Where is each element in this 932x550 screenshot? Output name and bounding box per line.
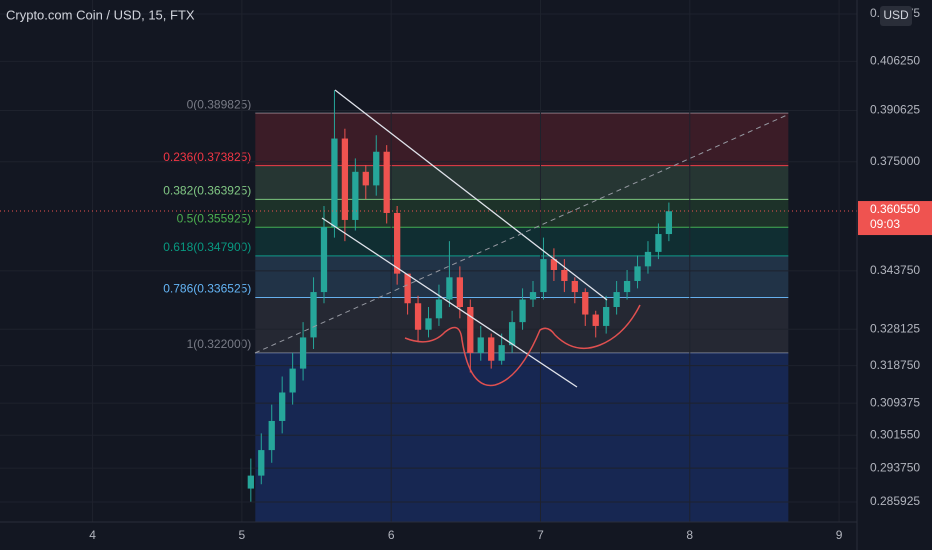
candle-body xyxy=(352,171,359,220)
fib-layer: 0(0.389825) 0.236(0.373825) 0.382(0.363925… xyxy=(163,97,789,522)
candle-layer xyxy=(0,90,857,502)
candle-body xyxy=(488,337,495,361)
candle-body xyxy=(561,269,568,281)
candle-body xyxy=(613,292,620,308)
x-tick-label: 5 xyxy=(239,528,246,542)
currency-badge[interactable] xyxy=(880,6,912,26)
candle-body xyxy=(603,307,610,326)
candle-body xyxy=(665,211,673,235)
candle-body xyxy=(582,292,589,315)
candle-body xyxy=(331,138,338,227)
candle-body xyxy=(394,212,401,274)
candle-body xyxy=(446,277,453,300)
fib-label: 1(0.322000) xyxy=(187,337,252,351)
y-tick-label: 0.301550 xyxy=(870,427,920,441)
drawings xyxy=(254,89,788,388)
x-tick-label: 6 xyxy=(388,528,395,542)
y-tick-label: 0.375000 xyxy=(870,154,920,168)
candle-body xyxy=(362,171,369,186)
candle-body xyxy=(644,251,652,267)
candle-body xyxy=(299,337,307,369)
candle-body xyxy=(467,307,474,353)
trend-line xyxy=(321,217,578,388)
fib-label: 0.618(0.347900) xyxy=(163,240,251,254)
x-tick-label: 7 xyxy=(537,528,544,542)
fib-label: 0.5(0.355925) xyxy=(177,211,252,225)
last-price-label: 0.360550 xyxy=(870,202,920,216)
candle-body xyxy=(477,337,484,353)
candle-body xyxy=(435,299,443,319)
candle-body xyxy=(258,450,265,476)
candle-body xyxy=(571,280,578,293)
candle-body xyxy=(498,345,505,361)
pattern-curve xyxy=(404,304,641,387)
countdown-label: 09:03 xyxy=(870,217,900,231)
y-tick-label: 0.328125 xyxy=(870,321,920,335)
candle-body xyxy=(425,318,432,330)
trend-line xyxy=(334,89,608,301)
y-tick-label: 0.390625 xyxy=(870,103,920,117)
candle-body xyxy=(592,314,599,326)
candle-body xyxy=(623,280,631,293)
candle-body xyxy=(508,322,516,346)
fib-label: 0.382(0.363925) xyxy=(163,184,251,198)
y-tick-label: 0.343750 xyxy=(870,263,920,277)
candle-body xyxy=(268,420,275,451)
candle-body xyxy=(456,277,463,308)
y-tick-label: 0.309375 xyxy=(870,395,920,409)
candle-body xyxy=(540,259,547,293)
candle-body xyxy=(414,303,422,330)
last-price-badge xyxy=(858,201,932,236)
candle-body xyxy=(320,226,328,293)
candle-body xyxy=(247,475,254,489)
fib-label: 0(0.389825) xyxy=(187,97,252,111)
fib-extension xyxy=(255,352,789,522)
fib-band xyxy=(255,227,789,256)
candle-body xyxy=(341,138,349,220)
trend-line-dashed xyxy=(254,114,788,354)
candle-body xyxy=(550,259,558,270)
fib-label: 0.786(0.336525) xyxy=(163,282,251,296)
candle-body xyxy=(383,151,390,213)
currency-label[interactable]: USD xyxy=(883,8,909,22)
y-tick-label: 0.293750 xyxy=(870,460,920,474)
fib-band xyxy=(255,255,789,298)
candle-body xyxy=(655,234,662,252)
y-tick-label: 0.285925 xyxy=(870,494,920,508)
candle-body xyxy=(404,273,411,304)
x-tick-label: 9 xyxy=(836,528,843,542)
x-tick-label: 4 xyxy=(89,528,96,542)
candle-body xyxy=(373,151,380,186)
fib-label: 0.236(0.373825) xyxy=(163,150,251,164)
y-tick-label: 0.406250 xyxy=(870,53,920,67)
chart-title: Crypto.com Coin / USD, 15, FTX xyxy=(6,7,195,22)
candle-body xyxy=(310,292,317,338)
y-tick-label: 0.318750 xyxy=(870,358,920,372)
candle-body xyxy=(529,292,537,300)
x-tick-label: 8 xyxy=(686,528,693,542)
candle-body xyxy=(289,368,296,393)
candle-body xyxy=(519,299,526,323)
candle-body xyxy=(279,392,286,421)
candle-body xyxy=(634,266,641,281)
